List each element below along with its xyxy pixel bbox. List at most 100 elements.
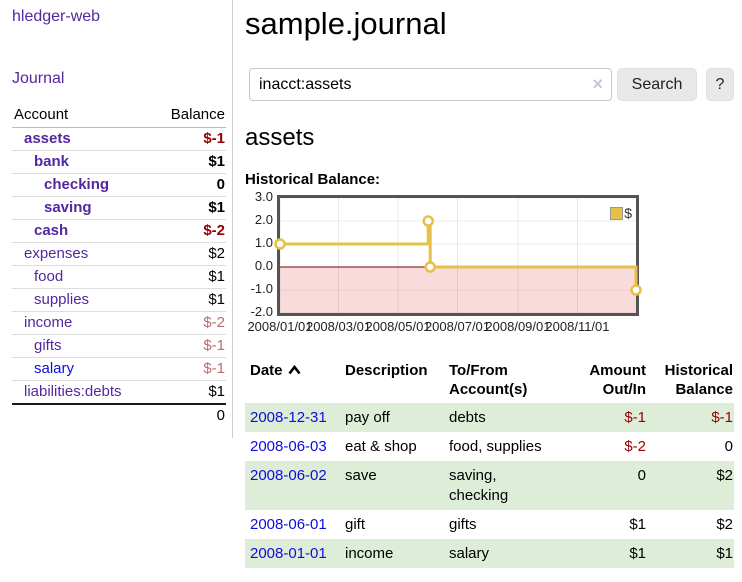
- y-axis-label: -1.0: [250, 281, 273, 296]
- search-button[interactable]: Search: [617, 68, 697, 101]
- data-point-marker: [630, 284, 642, 296]
- transaction-date-link[interactable]: 2008-06-03: [250, 438, 327, 455]
- account-row: expenses $2: [12, 242, 226, 266]
- chart-heading: Historical Balance:: [245, 171, 381, 188]
- legend-swatch-icon: [610, 206, 624, 220]
- sidebar: hledger-web Journal Account Balance asse…: [0, 0, 233, 438]
- transaction-description: gift: [345, 516, 366, 533]
- page-title: sample.journal: [245, 6, 447, 41]
- register-table: Date Description To/From Account(s) Amoun…: [245, 357, 734, 568]
- transaction-accounts: gifts: [449, 516, 477, 533]
- account-row: saving $1: [12, 196, 226, 220]
- data-point-marker: [424, 261, 436, 273]
- transaction-amount: $1: [629, 545, 646, 562]
- account-row: checking 0: [12, 173, 226, 197]
- x-axis-label: 2008/05/01: [365, 319, 431, 334]
- account-row: food $1: [12, 265, 226, 289]
- account-balance: $-2: [168, 311, 226, 335]
- account-balance: $-1: [168, 127, 226, 151]
- register-col-date[interactable]: Date: [245, 357, 340, 403]
- sidebar-account-bank[interactable]: bank: [34, 153, 70, 170]
- x-axis-label: 2008/07/01: [424, 319, 491, 334]
- accounts-header-row: Account Balance: [12, 103, 226, 128]
- register-row: 2008-06-02 save saving, checking 0 $2: [245, 461, 734, 510]
- account-row: assets $-1: [12, 127, 226, 151]
- transaction-description: pay off: [345, 409, 390, 426]
- sidebar-account-checking[interactable]: checking: [44, 176, 110, 193]
- account-balance: $-1: [168, 334, 226, 358]
- chart-legend: $: [610, 205, 632, 221]
- search-row: × Search ?: [249, 68, 734, 101]
- x-axis-label: 2008/09/01: [485, 319, 551, 334]
- accounts-total-balance: 0: [168, 403, 226, 427]
- account-row: income $-2: [12, 311, 226, 335]
- transaction-date-link[interactable]: 2008-06-02: [250, 467, 327, 484]
- sidebar-account-cash[interactable]: cash: [34, 222, 69, 239]
- main-content: sample.journal × Search ? assets Histori…: [233, 0, 742, 568]
- register-row: 2008-12-31 pay off debts $-1 $-1: [245, 403, 734, 432]
- sidebar-item-journal[interactable]: Journal: [12, 70, 65, 87]
- transaction-description: income: [345, 545, 394, 562]
- sidebar-account-saving[interactable]: saving: [44, 199, 92, 216]
- register-col-tofrom: To/From Account(s): [449, 362, 528, 398]
- historical-balance-chart: 3.0 2.0 1.0 0.0 -1.0 -2.0 $ 2008/01/01 2008/03…: [245, 189, 734, 336]
- y-axis-label: 1.0: [254, 235, 273, 250]
- sidebar-account-income[interactable]: income: [24, 314, 73, 331]
- transaction-description: eat & shop: [345, 438, 417, 455]
- sidebar-account-gifts[interactable]: gifts: [34, 337, 62, 354]
- balance-plot: [274, 197, 642, 314]
- chart-plot-area: $: [274, 195, 642, 316]
- register-col-amount: Amount Out/In: [589, 362, 646, 398]
- account-heading: assets: [245, 124, 315, 151]
- accounts-table: Account Balance assets $-1 bank $1 checking 0…: [12, 103, 226, 427]
- sidebar-account-salary[interactable]: salary: [34, 360, 75, 377]
- x-axis-label: 2008/11/01: [545, 319, 610, 334]
- sidebar-account-food[interactable]: food: [34, 268, 64, 285]
- legend-label: $: [624, 205, 632, 221]
- data-point-marker: [422, 215, 435, 227]
- account-row: supplies $1: [12, 288, 226, 312]
- account-balance: $1: [168, 288, 226, 312]
- transaction-date-link[interactable]: 2008-01-01: [250, 545, 327, 562]
- sort-ascending-icon: [287, 364, 301, 375]
- y-axis-label: 0.0: [254, 258, 273, 273]
- y-axis-label: 3.0: [254, 189, 273, 204]
- account-balance: $1: [168, 196, 226, 220]
- register-col-balance: Historical Balance: [664, 362, 733, 398]
- account-row: bank $1: [12, 150, 226, 174]
- register-col-description: Description: [345, 362, 428, 379]
- transaction-balance: $1: [716, 545, 733, 562]
- sidebar-account-assets[interactable]: assets: [24, 130, 71, 147]
- transaction-balance: $-1: [711, 409, 733, 426]
- transaction-accounts: debts: [449, 409, 486, 426]
- register-row: 2008-06-01 gift gifts $1 $2: [245, 510, 734, 539]
- transaction-description: save: [345, 467, 377, 484]
- account-row: cash $-2: [12, 219, 226, 243]
- accounts-total-row: 0: [12, 403, 226, 427]
- transaction-accounts: food, supplies: [449, 438, 542, 455]
- transaction-date-link[interactable]: 2008-12-31: [250, 409, 327, 426]
- help-button[interactable]: ?: [706, 68, 734, 101]
- transaction-balance: 0: [724, 438, 733, 455]
- transaction-amount: $-2: [624, 438, 646, 455]
- sidebar-account-liabilities:debts[interactable]: liabilities:debts: [24, 383, 122, 400]
- transaction-date-link[interactable]: 2008-06-01: [250, 516, 327, 533]
- account-balance: $1: [168, 150, 226, 174]
- account-balance: $1: [168, 380, 226, 405]
- transaction-amount: $-1: [624, 409, 646, 426]
- account-row: gifts $-1: [12, 334, 226, 358]
- y-axis-label: -2.0: [250, 304, 273, 319]
- transaction-balance: $2: [716, 516, 733, 533]
- transaction-accounts: saving, checking: [449, 467, 509, 504]
- y-axis-label: 2.0: [254, 212, 273, 227]
- clear-search-icon[interactable]: ×: [592, 74, 603, 94]
- account-balance: $-1: [168, 357, 226, 381]
- sidebar-account-supplies[interactable]: supplies: [34, 291, 90, 308]
- account-row: liabilities:debts $1: [12, 380, 226, 405]
- total-spacer: [12, 403, 168, 427]
- register-row: 2008-06-03 eat & shop food, supplies $-2 0: [245, 432, 734, 461]
- app-brand-link[interactable]: hledger-web: [12, 8, 101, 25]
- data-point-marker: [274, 238, 286, 250]
- search-input[interactable]: [249, 68, 612, 101]
- sidebar-account-expenses[interactable]: expenses: [24, 245, 89, 262]
